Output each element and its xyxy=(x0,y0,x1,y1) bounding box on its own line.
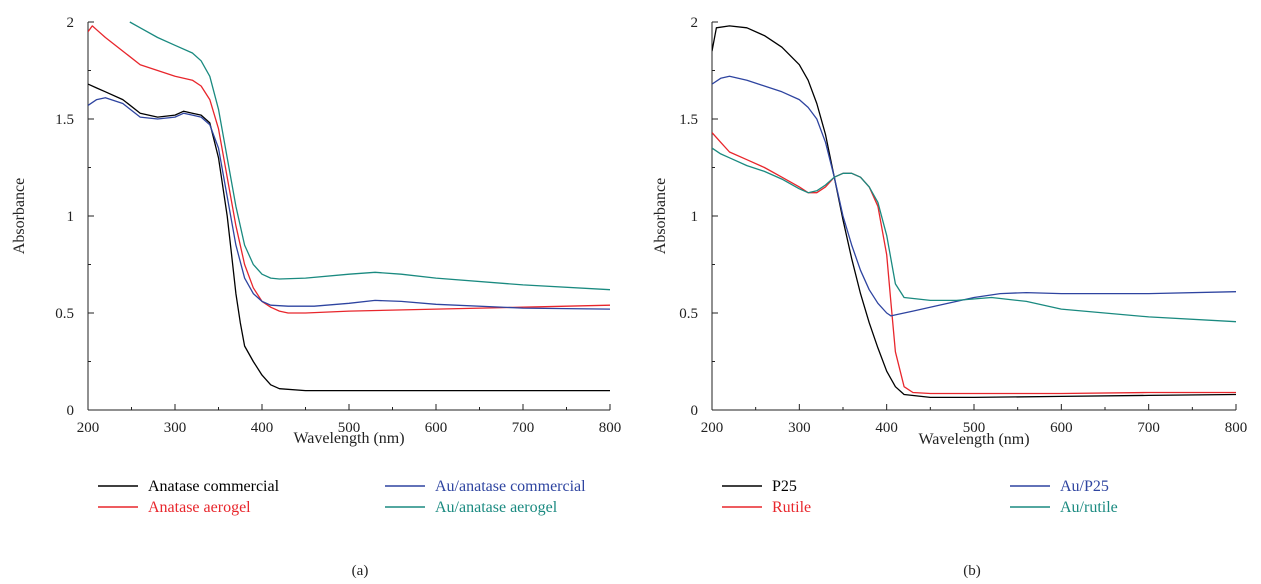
legend-item: P25 xyxy=(722,478,797,495)
series-line-1 xyxy=(712,132,1236,395)
legend-label: Au/P25 xyxy=(1060,478,1109,495)
series-line-2 xyxy=(88,97,610,310)
panel-label: (b) xyxy=(963,563,981,579)
y-tick-label: 2 xyxy=(691,15,699,31)
x-tick-label: 300 xyxy=(164,420,187,436)
x-tick-label: 200 xyxy=(77,420,100,436)
y-tick-label: 1.5 xyxy=(55,112,74,128)
series-line-0 xyxy=(712,25,1236,399)
legend-label: Au/rutile xyxy=(1060,499,1118,516)
x-tick-label: 200 xyxy=(701,420,724,436)
legend-item: Au/anatase aerogel xyxy=(385,499,558,516)
y-tick-label: 1 xyxy=(67,209,75,225)
x-tick-label: 600 xyxy=(425,420,448,436)
legend-item: Anatase commercial xyxy=(98,478,280,495)
x-axis-title: Wavelength (nm) xyxy=(918,431,1029,448)
y-tick-label: 2 xyxy=(67,15,75,31)
x-tick-label: 300 xyxy=(788,420,811,436)
x-tick-label: 600 xyxy=(1050,420,1073,436)
legend-label: Anatase aerogel xyxy=(148,499,251,516)
legend-item: Au/anatase commercial xyxy=(385,478,586,495)
x-tick-label: 500 xyxy=(963,420,986,436)
legend-label: Au/anatase aerogel xyxy=(435,499,558,516)
panel-label: (a) xyxy=(352,563,369,579)
y-axis-title: Absorbance xyxy=(652,178,669,254)
legend-label: P25 xyxy=(772,478,797,495)
legend-item: Au/rutile xyxy=(1010,499,1118,516)
y-tick-label: 1.5 xyxy=(679,112,698,128)
y-tick-label: 0.5 xyxy=(679,306,698,322)
series-line-2 xyxy=(712,75,1236,317)
series-line-3 xyxy=(712,147,1236,323)
chart-panel-0: 200 300 400 500 600 700 800 0 0.5 1 1.5 2 Wavelength… xyxy=(11,15,621,579)
chart-panel-1: 200 300 400 500 600 700 800 0 0.5 1 1.5 2 Wavelength… xyxy=(652,15,1247,579)
series-line-3 xyxy=(129,21,610,291)
y-tick-label: 1 xyxy=(691,209,699,225)
legend-label: Au/anatase commercial xyxy=(435,478,586,495)
legend-item: Rutile xyxy=(722,499,811,516)
y-tick-label: 0 xyxy=(67,403,75,419)
x-axis-title: Wavelength (nm) xyxy=(293,430,404,447)
series-line-0 xyxy=(88,83,610,392)
x-tick-label: 500 xyxy=(338,420,361,436)
legend-item: Au/P25 xyxy=(1010,478,1109,495)
legend-item: Anatase aerogel xyxy=(98,499,251,516)
legend-label: Anatase commercial xyxy=(148,478,280,495)
y-axis-title: Absorbance xyxy=(11,178,28,254)
series-line-1 xyxy=(88,25,610,314)
x-tick-label: 400 xyxy=(875,420,898,436)
x-tick-label: 800 xyxy=(599,420,622,436)
x-tick-label: 400 xyxy=(251,420,274,436)
x-tick-label: 800 xyxy=(1225,420,1248,436)
x-tick-label: 700 xyxy=(1137,420,1160,436)
legend-label: Rutile xyxy=(772,499,811,516)
y-tick-label: 0.5 xyxy=(55,306,74,322)
x-tick-label: 700 xyxy=(512,420,535,436)
y-tick-label: 0 xyxy=(691,403,699,419)
